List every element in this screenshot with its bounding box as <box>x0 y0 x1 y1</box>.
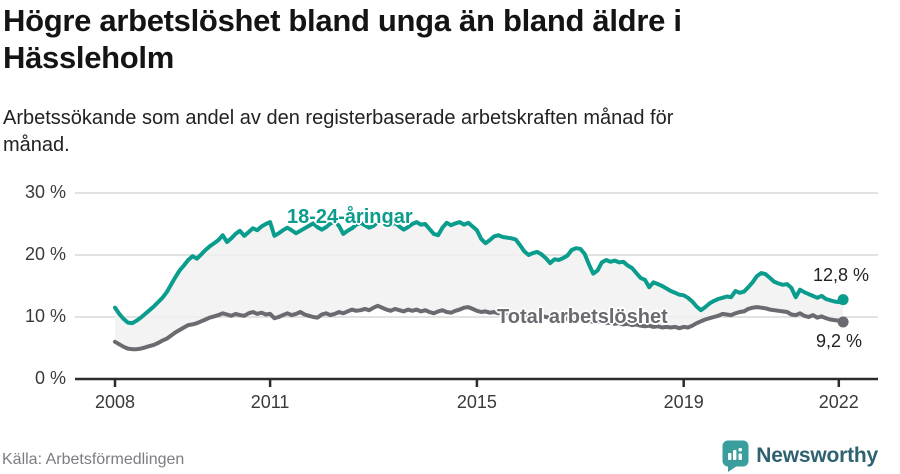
series-end-dot-1 <box>837 316 849 328</box>
subtitle-line-1: Arbetssökande som andel av den registerb… <box>3 107 674 129</box>
gap-band-fill <box>115 219 844 350</box>
y-axis-label: 10 % <box>25 306 66 326</box>
end-value-label-total: 9,2 % <box>816 331 863 351</box>
series-label-total: Total arbetslöshet <box>497 306 668 328</box>
series-label-young: 18-24-åringar <box>287 206 413 228</box>
series-end-dot-0 <box>837 294 849 306</box>
x-axis-label: 2008 <box>95 392 135 412</box>
bar-chart-speech-bubble-icon <box>722 440 749 472</box>
source-note: Källa: Arbetsförmedlingen <box>2 451 185 468</box>
title-line-1: Högre arbetslöshet bland unga än bland ä… <box>3 3 682 38</box>
x-axis-label: 2015 <box>457 392 497 412</box>
x-axis-label: 2019 <box>664 392 704 412</box>
newsworthy-logo: Newsworthy <box>722 440 878 472</box>
series-line-1 <box>113 303 846 352</box>
y-axis-label: 20 % <box>25 244 66 264</box>
brand-wordmark: Newsworthy <box>756 444 878 467</box>
page-title: Högre arbetslöshet bland unga än bland ä… <box>3 2 893 76</box>
chart-subtitle: Arbetssökande som andel av den registerb… <box>3 105 843 159</box>
y-axis-label: 30 % <box>25 182 66 202</box>
x-axis-label: 2011 <box>251 392 290 412</box>
end-value-label-young: 12,8 % <box>813 265 870 285</box>
subtitle-line-2: månad. <box>3 134 70 156</box>
title-line-2: Hässleholm <box>3 40 175 75</box>
y-axis-label: 0 % <box>35 368 66 388</box>
series-line-0 <box>113 217 846 326</box>
x-axis-label: 2022 <box>819 392 859 412</box>
